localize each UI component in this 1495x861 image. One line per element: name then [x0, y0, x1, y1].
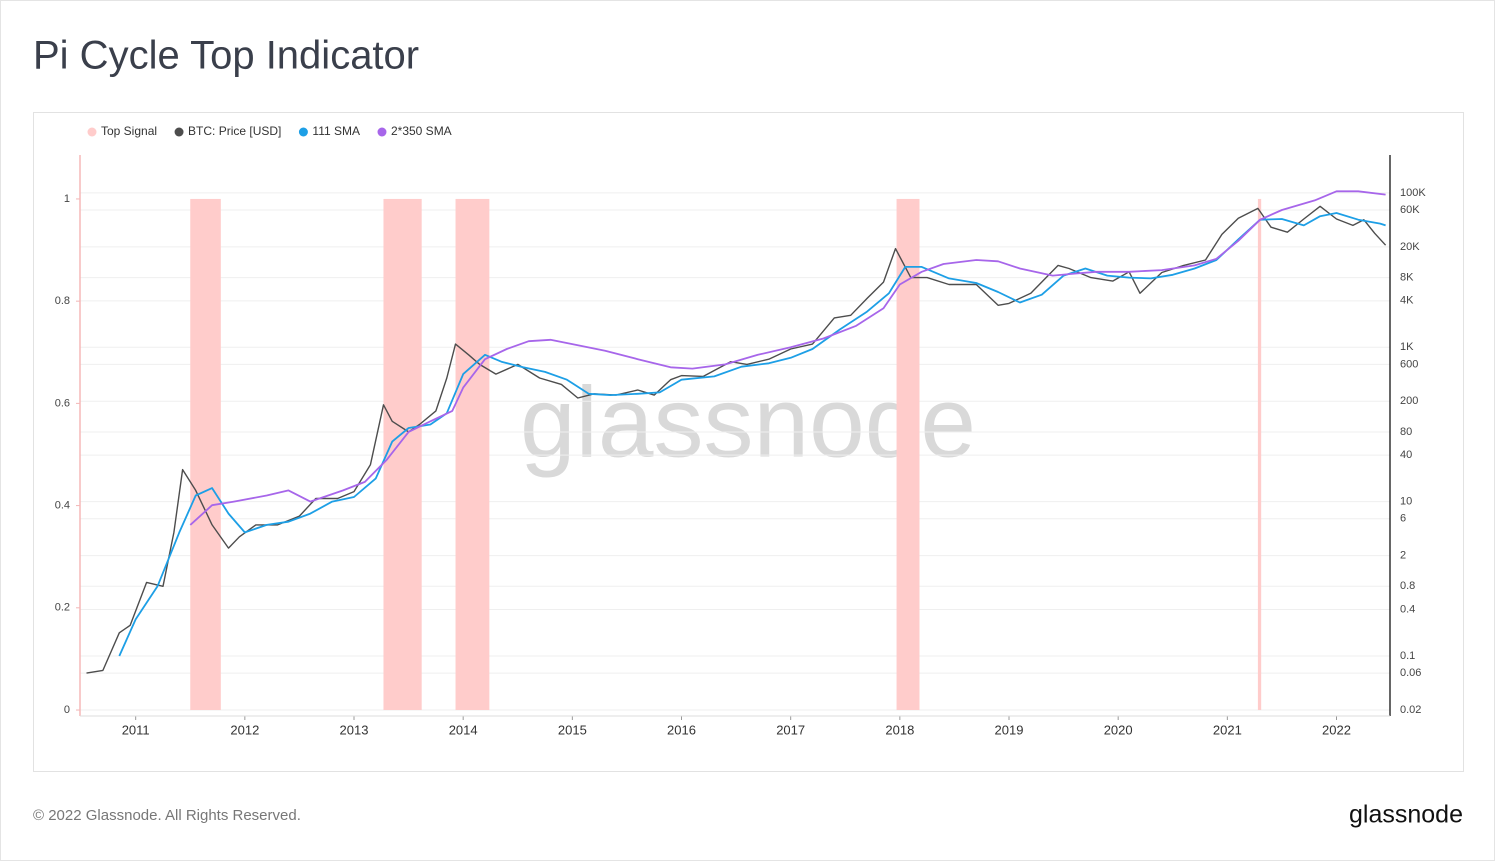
- y2-tick-label: 0.1: [1400, 650, 1415, 662]
- top-signal-band: [455, 198, 490, 711]
- copyright: © 2022 Glassnode. All Rights Reserved.: [33, 807, 301, 824]
- x-tick-label: 2017: [776, 722, 805, 737]
- y2-tick-label: 20K: [1400, 241, 1420, 253]
- y2-tick-label: 1K: [1400, 341, 1414, 353]
- x-tick-label: 2015: [558, 722, 587, 737]
- y2-tick-label: 0.8: [1400, 580, 1415, 592]
- x-tick-label: 2013: [340, 722, 369, 737]
- y2-tick-label: 10: [1400, 496, 1412, 508]
- x-tick-label: 2016: [667, 722, 696, 737]
- x-tick-label: 2019: [995, 722, 1024, 737]
- y-tick-label: 0.6: [55, 397, 70, 409]
- top-signal-band: [896, 198, 920, 711]
- y2-tick-label: 8K: [1400, 271, 1414, 283]
- top-signal-band: [1257, 198, 1262, 711]
- series-line: [118, 212, 1386, 657]
- y-tick-label: 0.8: [55, 295, 70, 307]
- y2-tick-label: 600: [1400, 358, 1418, 370]
- legend-label: 111 SMA: [312, 124, 360, 138]
- y2-tick-label: 60K: [1400, 204, 1420, 216]
- legend-item: BTC: Price [USD]: [174, 124, 281, 138]
- y2-tick-label: 6: [1400, 513, 1406, 525]
- brand-logo: glassnode: [1349, 801, 1463, 829]
- y2-tick-label: 0.06: [1400, 667, 1421, 679]
- legend-item: 2*350 SMA: [377, 124, 452, 138]
- x-tick-label: 2014: [449, 722, 478, 737]
- top-signal-band: [383, 198, 422, 711]
- x-tick-label: 2021: [1213, 722, 1242, 737]
- y2-tick-label: 80: [1400, 426, 1412, 438]
- legend-item: 111 SMA: [298, 124, 360, 138]
- legend-swatch: [298, 127, 308, 137]
- y2-tick-label: 0.4: [1400, 603, 1415, 615]
- y-tick-label: 0: [64, 704, 70, 716]
- y2-tick-label: 40: [1400, 449, 1412, 461]
- y2-tick-label: 0.02: [1400, 704, 1421, 716]
- x-tick-label: 2011: [122, 722, 150, 737]
- legend-swatch: [174, 127, 184, 137]
- y2-tick-label: 2: [1400, 550, 1406, 562]
- legend-swatch: [87, 127, 97, 137]
- legend-item: Top Signal: [87, 124, 157, 138]
- top-signal-band: [190, 198, 221, 711]
- legend-swatch: [377, 127, 387, 137]
- x-tick-label: 2022: [1322, 722, 1351, 737]
- y2-tick-label: 4K: [1400, 295, 1414, 307]
- x-tick-label: 2018: [885, 722, 914, 737]
- y-tick-label: 0.2: [55, 602, 70, 614]
- series-line: [86, 205, 1387, 674]
- y2-tick-label: 100K: [1400, 187, 1426, 199]
- y-tick-label: 0.4: [55, 499, 70, 511]
- y2-tick-label: 200: [1400, 395, 1418, 407]
- legend-label: Top Signal: [101, 124, 157, 138]
- chart-card: [33, 112, 1464, 772]
- x-tick-label: 2020: [1104, 722, 1133, 737]
- x-tick-label: 2012: [230, 722, 259, 737]
- y-tick-label: 1: [64, 193, 70, 205]
- series-line: [189, 190, 1386, 526]
- chart-title: Pi Cycle Top Indicator: [33, 34, 419, 78]
- legend-label: BTC: Price [USD]: [188, 124, 281, 138]
- legend-label: 2*350 SMA: [391, 124, 452, 138]
